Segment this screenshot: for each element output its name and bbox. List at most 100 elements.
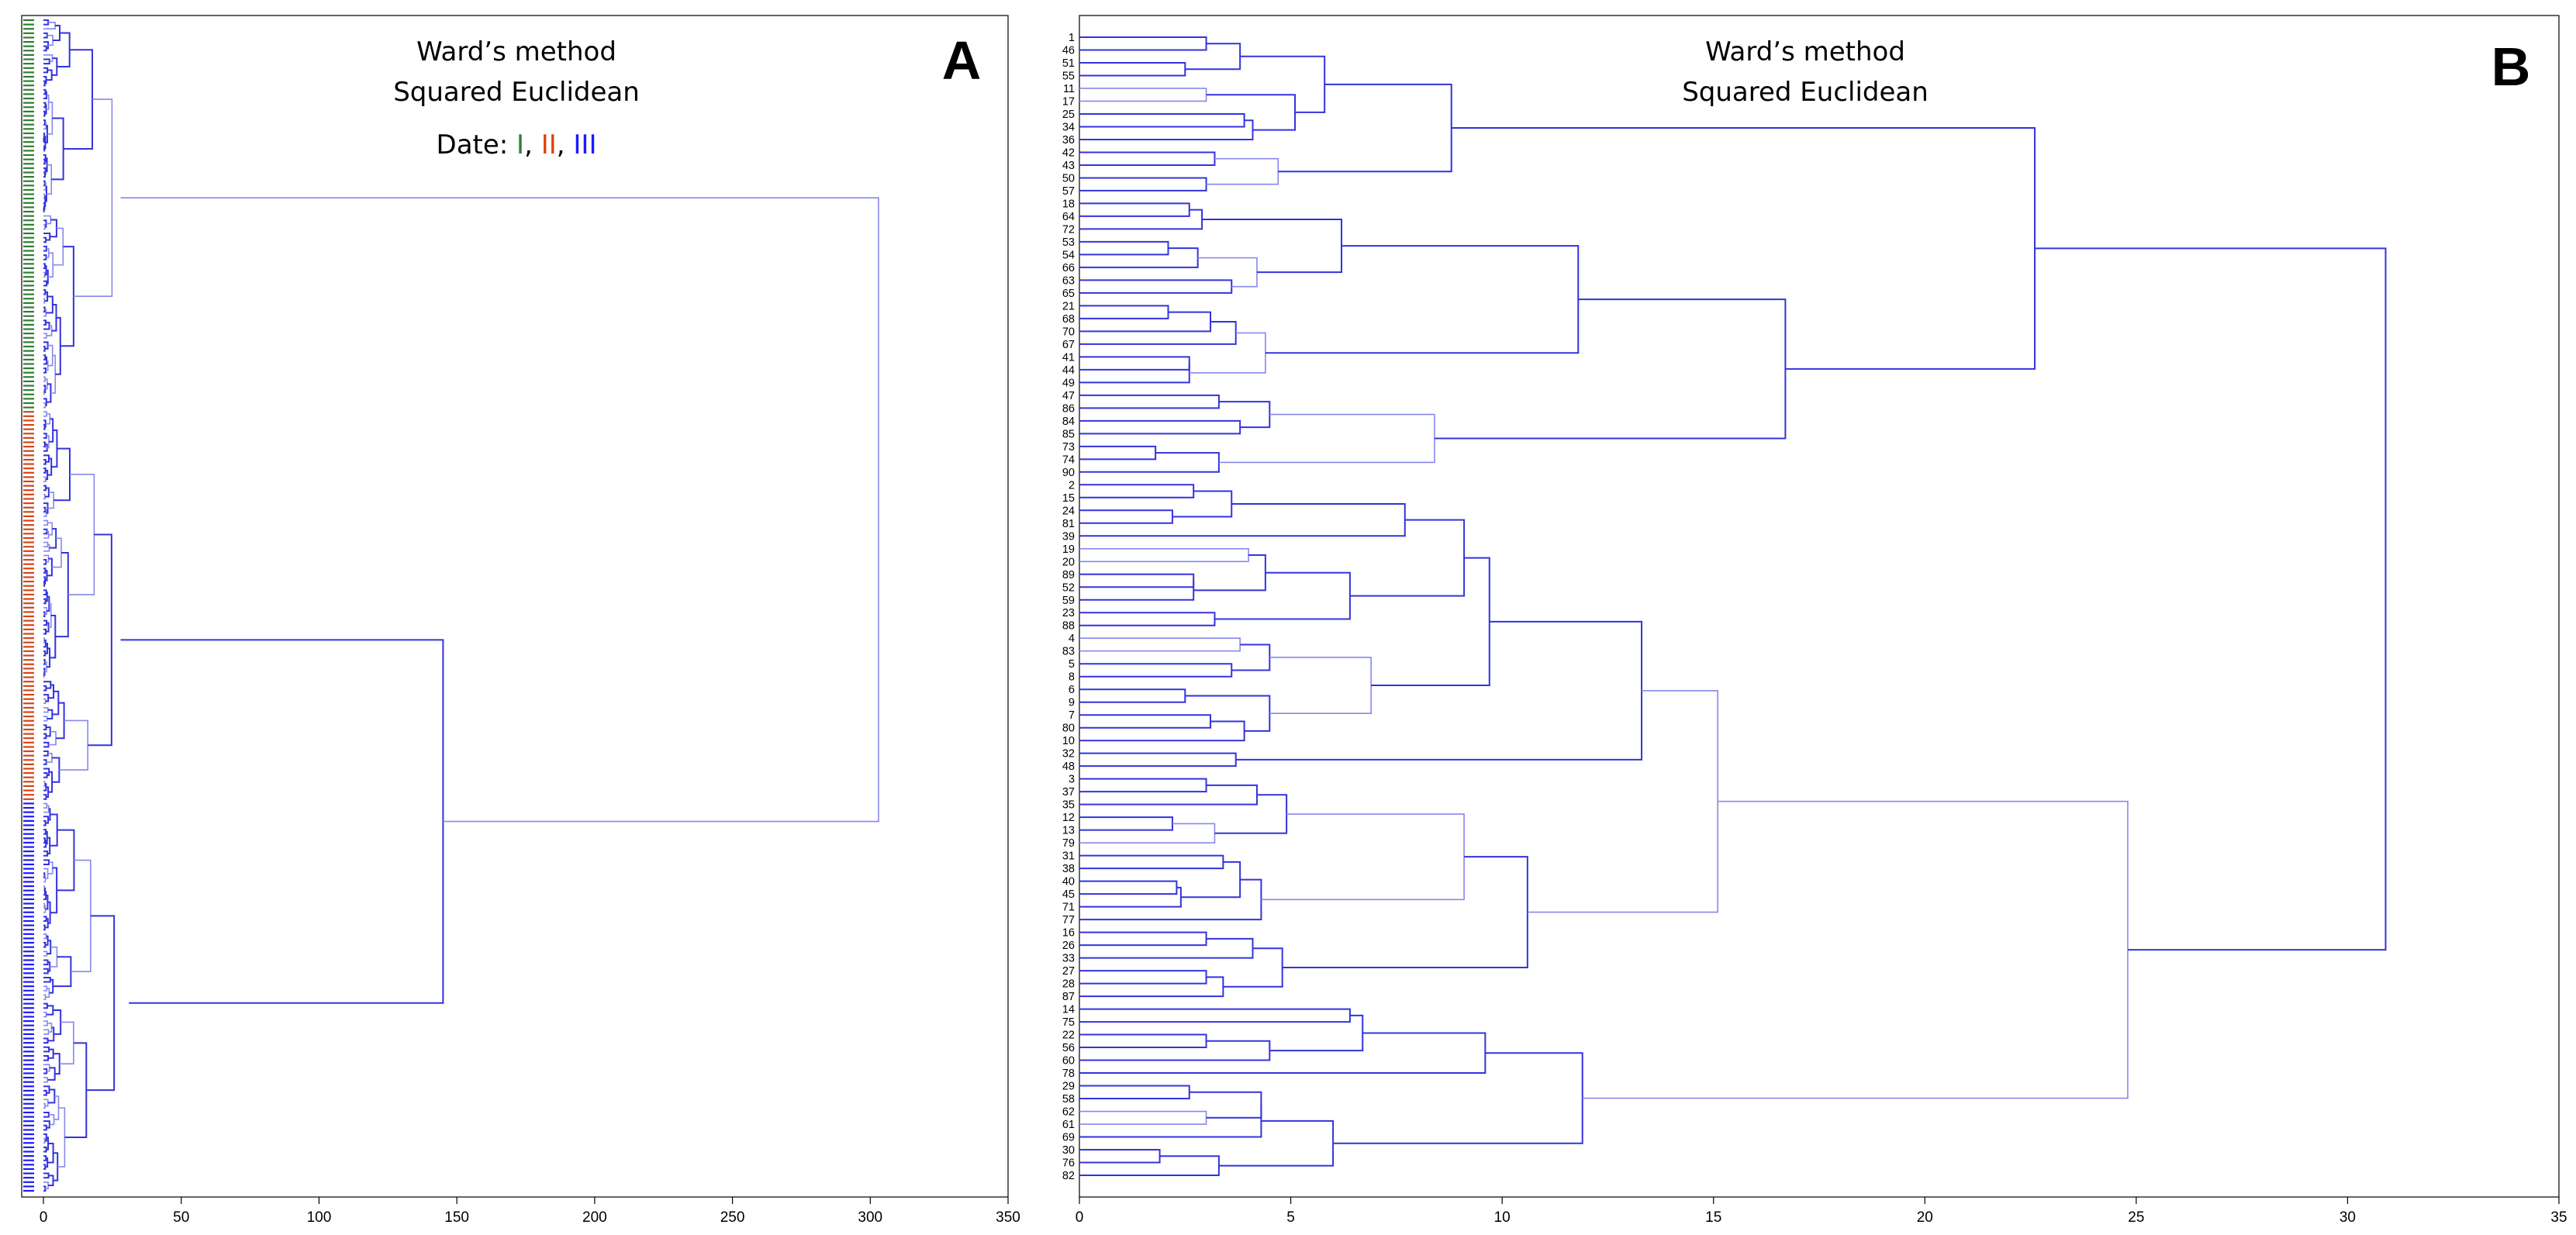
dendrogram-link <box>43 1099 49 1107</box>
leaf-label: 2 <box>1069 479 1075 492</box>
dendrogram-link <box>46 1137 50 1150</box>
dendrogram-link <box>73 98 113 297</box>
dendrogram-link <box>43 1172 50 1179</box>
leaf-label: 81 <box>1062 518 1075 530</box>
dendrogram-link <box>43 271 46 278</box>
dendrogram-link <box>45 830 48 845</box>
leaf-label: 65 <box>1062 288 1075 300</box>
dendrogram-link <box>45 413 51 425</box>
dendrogram-link <box>59 1021 74 1064</box>
dendrogram-link <box>1079 36 1207 51</box>
dendrogram-link <box>43 802 48 809</box>
leaf-label: 39 <box>1062 530 1075 543</box>
dendrogram-link <box>1079 720 1245 742</box>
dendrogram-link <box>1079 714 1211 729</box>
leaf-label: 82 <box>1062 1170 1075 1182</box>
dendrogram-link <box>43 367 47 374</box>
leaf-label: 4 <box>1069 633 1075 645</box>
dendrogram-link <box>43 759 47 765</box>
dendrogram-link <box>1079 209 1203 230</box>
dendrogram-link <box>43 619 48 626</box>
dendrogram-link <box>1079 305 1169 319</box>
dendrogram-link <box>43 88 47 95</box>
dendrogram-link <box>43 1064 50 1072</box>
dendrogram-link <box>43 768 50 776</box>
leaf-label: 28 <box>1062 978 1075 991</box>
dendrogram-link <box>1079 1033 1207 1049</box>
x-tick-label: 350 <box>996 1209 1020 1226</box>
leaf-label: 61 <box>1062 1119 1075 1131</box>
dendrogram-link <box>43 1185 47 1192</box>
dendrogram-link <box>1333 1052 1583 1144</box>
dendrogram-link <box>43 119 46 126</box>
dendrogram-link <box>43 816 50 824</box>
x-tick-label: 0 <box>1076 1209 1084 1226</box>
dendrogram-link <box>1079 1155 1220 1176</box>
dendrogram-link <box>1079 1110 1207 1125</box>
dendrogram-link <box>2035 247 2387 951</box>
dendrogram-link <box>43 685 47 692</box>
dendrogram-link <box>1371 557 1490 687</box>
dendrogram-link <box>43 950 48 957</box>
leaf-label: 85 <box>1062 428 1075 440</box>
x-tick-label: 10 <box>1494 1209 1511 1226</box>
leaf-label: 79 <box>1062 837 1075 850</box>
dendrogram-link <box>50 867 58 914</box>
dendrogram-link <box>48 418 54 443</box>
dendrogram-link <box>43 402 47 409</box>
leaf-label: 29 <box>1062 1081 1075 1093</box>
dendrogram-link <box>46 295 54 314</box>
leaf-label: 22 <box>1062 1030 1075 1042</box>
dendrogram-link <box>43 681 52 689</box>
dendrogram-link <box>43 750 49 757</box>
dendrogram-link <box>43 1137 46 1144</box>
dendrogram-link <box>43 819 47 826</box>
dendrogram-link <box>1079 321 1237 345</box>
dendrogram-link <box>43 319 47 326</box>
dendrogram-link <box>43 389 45 395</box>
dendrogram-link <box>43 122 47 130</box>
dendrogram-link <box>43 559 47 565</box>
leaf-label: 84 <box>1062 416 1075 428</box>
dendrogram-link <box>43 132 46 141</box>
dendrogram-link <box>1079 581 1195 601</box>
dendrogram-link <box>50 813 58 847</box>
panel-b-x-axis: 0 5 10 15 20 25 30 35 <box>1076 1197 2567 1226</box>
dendrogram-link <box>1079 88 1207 102</box>
dendrogram-link <box>46 786 50 798</box>
dendrogram-link <box>1269 1014 1364 1052</box>
dendrogram-link <box>1079 937 1254 959</box>
dendrogram-link <box>46 383 52 403</box>
dendrogram-link <box>1079 1105 1262 1138</box>
dendrogram-link <box>1079 445 1157 461</box>
leaf-label: 41 <box>1062 351 1075 364</box>
dendrogram-link <box>1582 800 2129 1099</box>
leaf-label: 20 <box>1062 556 1075 568</box>
dendrogram-link <box>43 67 49 74</box>
leaf-label: 21 <box>1062 300 1075 312</box>
dendrogram-link <box>43 1068 48 1075</box>
leaf-label: 46 <box>1062 44 1075 57</box>
panel-b: 1465155111725343642435057186472535466636… <box>1062 15 2567 1226</box>
dendrogram-link <box>43 783 47 792</box>
panel-b-title-line-1: Ward’s method <box>1705 36 1905 67</box>
dendrogram-link <box>120 197 879 823</box>
dendrogram-link <box>60 246 74 347</box>
dendrogram-link <box>43 976 51 983</box>
dendrogram-link <box>43 1002 48 1009</box>
leaf-label: 13 <box>1062 825 1075 837</box>
dendrogram-link <box>47 940 52 955</box>
leaf-label: 36 <box>1062 134 1075 147</box>
dendrogram-link <box>63 49 94 150</box>
dendrogram-link <box>43 772 48 778</box>
dendrogram-link <box>43 154 47 163</box>
x-tick-label: 30 <box>2339 1209 2356 1226</box>
dendrogram-link <box>43 637 45 643</box>
dendrogram-link <box>43 333 47 339</box>
dendrogram-link <box>1527 690 1718 913</box>
dendrogram-link <box>1079 1008 1351 1023</box>
dendrogram-link <box>43 433 47 439</box>
dendrogram-link <box>1079 612 1216 626</box>
dendrogram-link <box>43 75 47 85</box>
dendrogram-link <box>1079 484 1195 498</box>
